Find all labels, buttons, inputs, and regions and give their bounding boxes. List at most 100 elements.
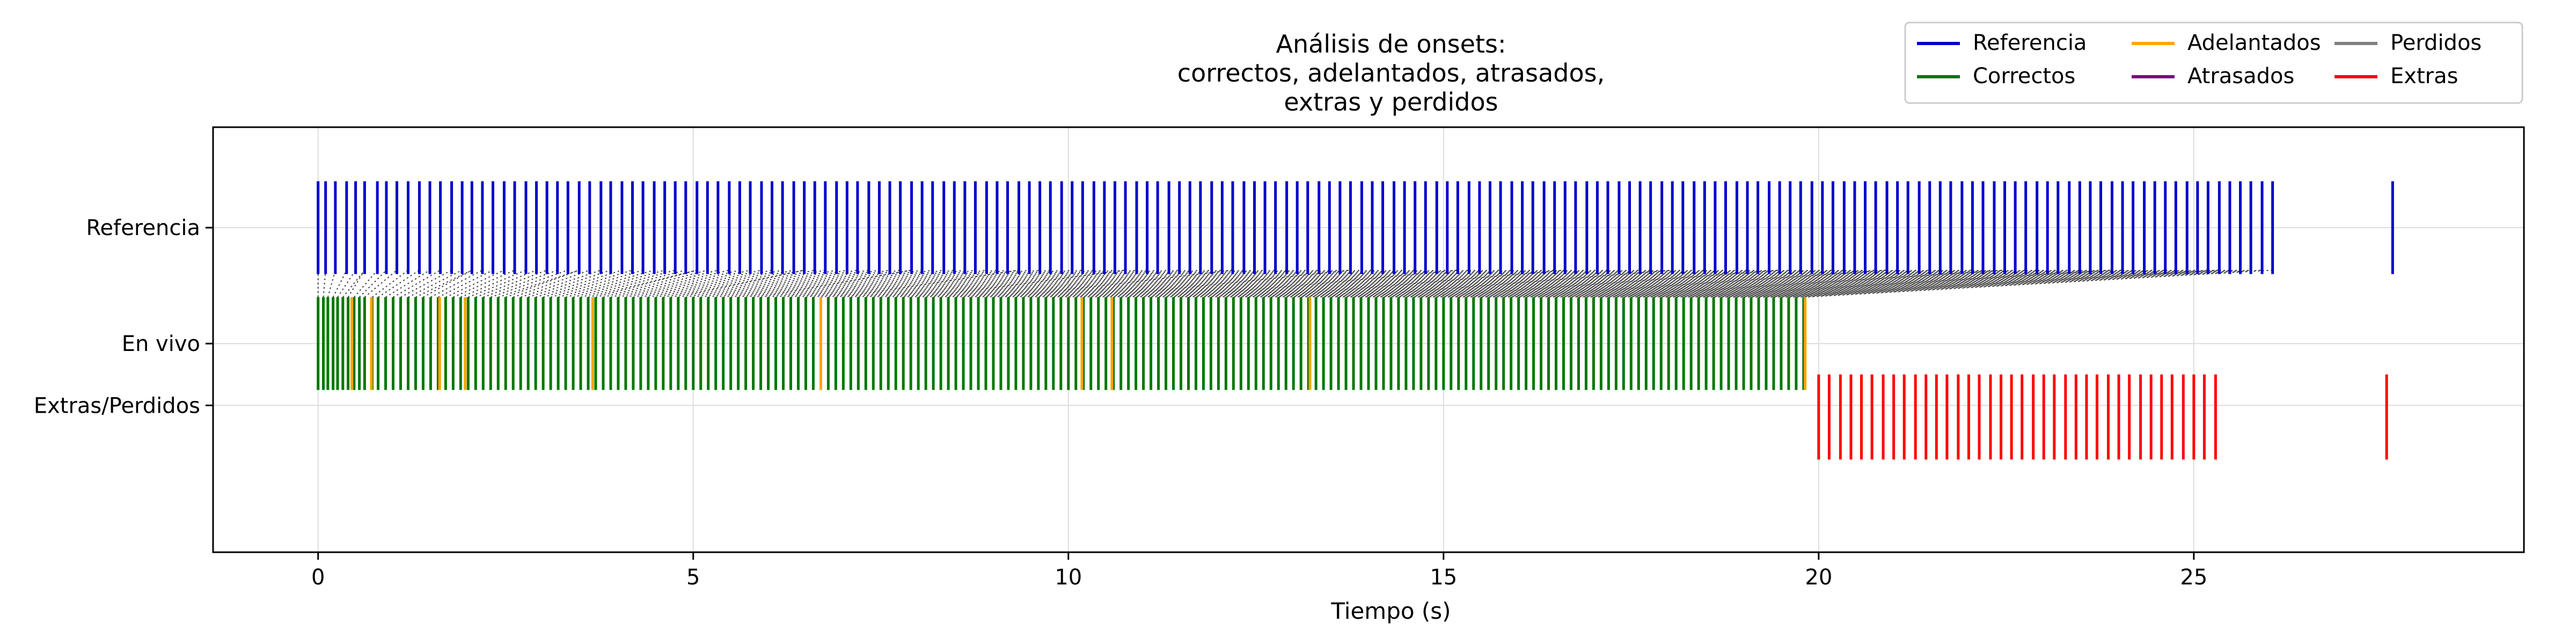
match-link bbox=[1008, 269, 1233, 298]
match-link bbox=[963, 269, 1180, 298]
match-link bbox=[1548, 269, 1941, 298]
match-link bbox=[1391, 269, 1737, 298]
match-link bbox=[1413, 269, 1769, 298]
match-link bbox=[1751, 269, 2208, 298]
match-link bbox=[1023, 269, 1255, 298]
match-link bbox=[1428, 269, 1780, 298]
chart-title-line-2: correctos, adelantados, atrasados, bbox=[1177, 58, 1605, 87]
match-link bbox=[640, 269, 762, 298]
match-link bbox=[1781, 269, 2241, 298]
match-link bbox=[497, 269, 580, 298]
match-link bbox=[1473, 269, 1845, 298]
match-link bbox=[1158, 269, 1437, 298]
legend-label: Perdidos bbox=[2390, 31, 2482, 55]
match-link bbox=[693, 269, 826, 298]
match-link bbox=[1556, 269, 1951, 298]
x-axis-ticks: 0 5 10 15 20 25 bbox=[311, 552, 2207, 590]
match-link bbox=[550, 269, 643, 298]
match-link bbox=[858, 269, 1040, 298]
match-link bbox=[866, 269, 1051, 298]
match-links-layer bbox=[317, 269, 2273, 298]
legend-label: Atrasados bbox=[2187, 64, 2294, 89]
match-link bbox=[513, 269, 590, 298]
match-link bbox=[926, 269, 1126, 298]
x-tick-label: 25 bbox=[2180, 565, 2207, 590]
match-link bbox=[460, 269, 526, 298]
match-link bbox=[948, 269, 1158, 298]
match-link bbox=[1121, 269, 1383, 298]
legend-label: Adelantados bbox=[2187, 31, 2321, 55]
match-link bbox=[1045, 269, 1287, 298]
match-link bbox=[1000, 269, 1233, 298]
match-link bbox=[940, 269, 1147, 298]
match-link bbox=[595, 269, 698, 298]
onset-marks-layer bbox=[317, 181, 2394, 460]
match-link bbox=[452, 269, 515, 298]
match-link bbox=[633, 269, 751, 298]
match-link bbox=[918, 269, 1126, 298]
y-tick-label: Referencia bbox=[86, 216, 200, 240]
match-link bbox=[1766, 269, 2220, 298]
match-link bbox=[873, 269, 1062, 298]
match-link bbox=[1729, 269, 2176, 298]
match-link bbox=[1068, 269, 1319, 298]
match-link bbox=[588, 269, 697, 298]
match-link bbox=[1241, 269, 1545, 298]
match-link bbox=[985, 269, 1212, 298]
match-link bbox=[715, 269, 858, 298]
match-link bbox=[836, 269, 1019, 298]
legend-label: Correctos bbox=[1973, 64, 2075, 89]
match-link bbox=[1323, 269, 1651, 298]
y-axis-ticks: Referencia En vivo Extras/Perdidos bbox=[34, 216, 213, 418]
match-link bbox=[520, 269, 602, 298]
match-link bbox=[1203, 269, 1490, 298]
match-link bbox=[1496, 269, 1876, 298]
match-link bbox=[1098, 269, 1351, 298]
match-link bbox=[354, 269, 378, 298]
match-link bbox=[1196, 269, 1480, 298]
match-link bbox=[851, 269, 1030, 298]
match-link bbox=[1714, 269, 2155, 298]
match-link bbox=[1030, 269, 1265, 298]
x-tick-label: 5 bbox=[686, 565, 700, 590]
match-link bbox=[1173, 269, 1458, 298]
match-link bbox=[1511, 269, 1887, 298]
match-link bbox=[482, 269, 558, 298]
match-link bbox=[505, 269, 580, 298]
x-tick-label: 15 bbox=[1430, 565, 1457, 590]
match-link bbox=[1691, 269, 2123, 298]
match-link bbox=[1638, 269, 2058, 298]
match-link bbox=[888, 269, 1083, 298]
match-link bbox=[408, 269, 463, 298]
match-link bbox=[1458, 269, 1823, 298]
match-link bbox=[1375, 269, 1715, 298]
match-link bbox=[1278, 269, 1587, 298]
match-link bbox=[1368, 269, 1705, 298]
match-link bbox=[1451, 269, 1812, 298]
chart-title-line-3: extras y perdidos bbox=[1284, 87, 1498, 116]
match-link bbox=[558, 269, 655, 298]
match-link bbox=[1578, 269, 1984, 298]
match-link bbox=[332, 269, 347, 298]
match-link bbox=[1353, 269, 1683, 298]
match-link bbox=[1773, 269, 2230, 298]
match-link bbox=[663, 269, 794, 298]
match-link bbox=[342, 269, 365, 298]
match-link bbox=[1436, 269, 1790, 298]
match-link bbox=[1233, 269, 1533, 298]
match-link bbox=[347, 269, 365, 298]
match-link bbox=[393, 269, 441, 298]
match-link bbox=[655, 269, 783, 298]
match-link bbox=[806, 269, 976, 298]
match-link bbox=[670, 269, 804, 298]
match-link bbox=[1060, 269, 1308, 298]
match-link bbox=[1316, 269, 1641, 298]
match-link bbox=[437, 269, 493, 298]
match-link bbox=[678, 269, 804, 298]
match-link bbox=[1631, 269, 2048, 298]
legend: Referencia Correctos Adelantados Atrasados P… bbox=[1904, 21, 2523, 104]
y-tick-label: En vivo bbox=[122, 332, 200, 356]
match-link bbox=[327, 270, 336, 298]
match-link bbox=[700, 269, 837, 298]
